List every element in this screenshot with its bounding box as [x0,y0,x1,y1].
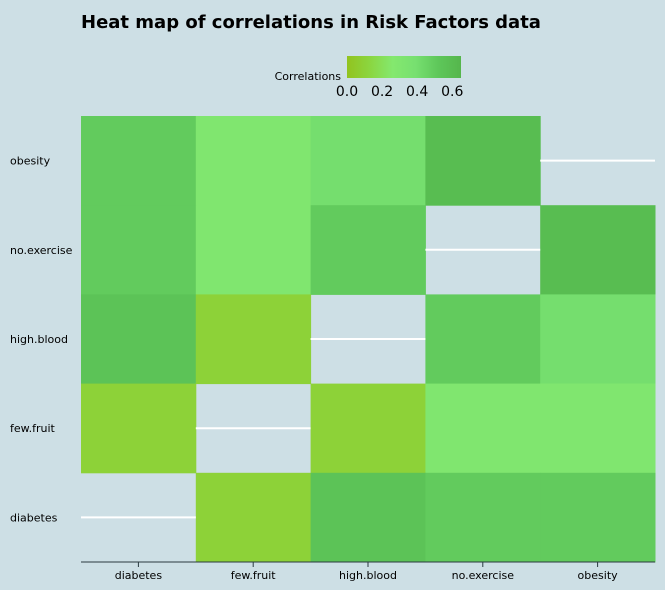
heatmap-cell [195,472,312,563]
legend-tick-label: 0.2 [371,84,393,100]
heatmap-cell [540,205,656,295]
legend-tick-label: 0.4 [406,84,428,100]
legend-ticks: 0.0 0.2 0.4 0.6 [336,84,464,100]
heatmap-cell [425,383,541,474]
legend-tick-label: 0.0 [336,84,358,100]
x-tick-label: diabetes [115,569,163,582]
heatmap-cell [81,383,197,474]
legend-title: Correlations [275,70,342,83]
heatmap-cell [310,116,426,206]
y-tick-label: few.fruit [10,422,56,435]
y-tick-label: high.blood [10,333,68,346]
chart-title: Heat map of correlations in Risk Factors… [81,12,541,33]
diagonal-markers [81,159,655,519]
legend-tick-label: 0.6 [441,84,463,100]
x-tick-label: high.blood [339,569,397,582]
heatmap-cell [540,472,656,563]
heatmap-cell [310,383,426,474]
y-tick-label: no.exercise [10,244,73,257]
x-tick-label: no.exercise [452,569,515,582]
x-tick-label: few.fruit [231,569,277,582]
y-axis-labels: obesity no.exercise high.blood few.fruit dia… [10,155,73,525]
heatmap-cell [425,116,541,206]
y-tick-label: obesity [10,155,51,168]
heatmap-cell [195,116,312,206]
heatmap-cell [81,294,197,385]
heatmap-cell [425,294,541,385]
legend-colorbar [347,56,461,78]
heatmap-cell [540,294,656,385]
x-axis-labels: diabetes few.fruit high.blood no.exercise ob… [115,562,618,582]
heatmap-cell [310,205,426,295]
heatmap-cell [540,383,656,474]
heatmap-cell [81,116,197,206]
heatmap-cell [81,205,197,295]
heatmap-cell [425,472,541,563]
heatmap-cell [195,205,312,295]
x-tick-label: obesity [578,569,619,582]
y-tick-label: diabetes [10,511,58,524]
heatmap-cell [195,294,312,385]
heatmap-cells [81,116,656,563]
heatmap-cell [310,472,426,563]
